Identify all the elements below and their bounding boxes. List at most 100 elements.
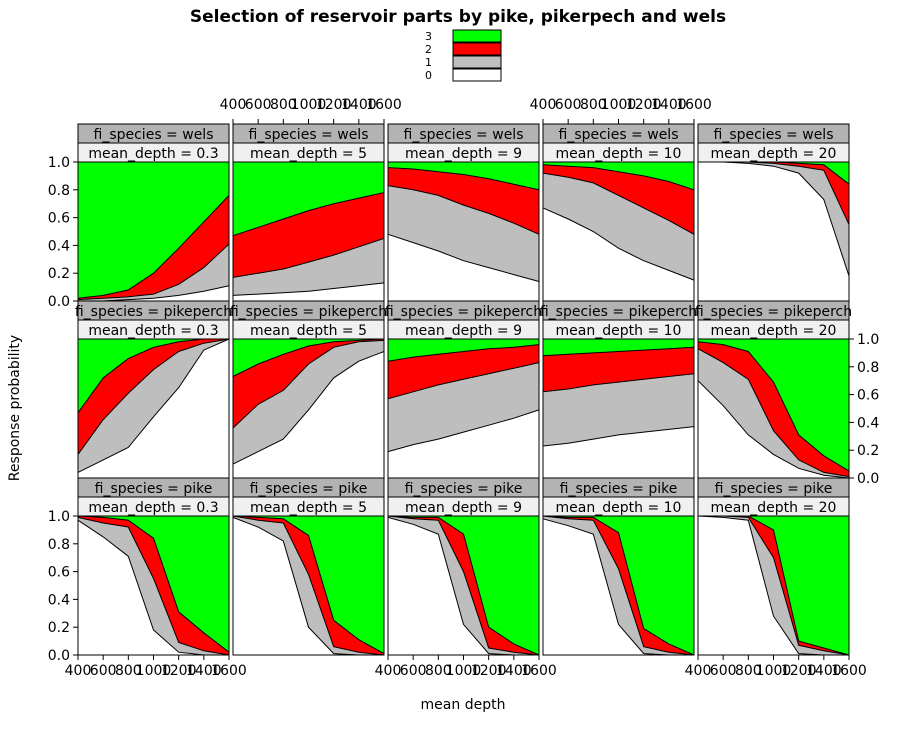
x-tick-label: 1000 bbox=[136, 663, 172, 679]
legend-label-3: 3 bbox=[425, 30, 432, 43]
boundary-line-1 bbox=[542, 426, 695, 447]
y-tick-label: 0.6 bbox=[48, 565, 70, 581]
chart-title: Selection of reservoir parts by pike, pi… bbox=[190, 7, 726, 27]
x-tick-label: 1600 bbox=[521, 663, 557, 679]
area-band-2 bbox=[78, 195, 229, 300]
strip-depth-label: mean_depth = 0.3 bbox=[88, 146, 218, 162]
y-tick-label: 0.4 bbox=[48, 238, 70, 254]
strip-species-label: fi_species = pike bbox=[715, 481, 833, 497]
panel-wels-4: fi_species = wels mean_depth = 20 bbox=[697, 123, 850, 302]
area-band-3 bbox=[698, 516, 849, 655]
boundary-line-3 bbox=[542, 346, 695, 357]
x-tick-label: 1000 bbox=[291, 97, 327, 113]
strip-depth bbox=[542, 496, 695, 517]
y-tick-label: 0.8 bbox=[48, 183, 70, 199]
boundary-line-1 bbox=[232, 282, 385, 296]
strip-depth-label: mean_depth = 9 bbox=[405, 323, 522, 339]
area-band-3 bbox=[698, 339, 849, 472]
x-tick-label: 600 bbox=[710, 663, 737, 679]
y-tick-label: 0.8 bbox=[857, 360, 879, 376]
strip-species-label: fi_species = pike bbox=[95, 481, 213, 497]
strip-depth-label: mean_depth = 5 bbox=[250, 323, 367, 339]
strip-depth bbox=[697, 319, 850, 340]
legend-label-2: 2 bbox=[425, 43, 432, 56]
x-tick-label: 400 bbox=[65, 663, 92, 679]
panel-pike-3: fi_species = pike mean_depth = 10 bbox=[542, 477, 695, 656]
legend-swatch-3 bbox=[452, 29, 502, 43]
panel-pike-2: fi_species = pike mean_depth = 9 bbox=[387, 477, 540, 656]
area-band-3 bbox=[388, 162, 539, 190]
area-band-2 bbox=[233, 192, 384, 278]
boundary-line-2 bbox=[542, 373, 695, 393]
area-band-2 bbox=[233, 339, 384, 428]
area-band-3 bbox=[543, 162, 694, 190]
boundary-line-1 bbox=[387, 409, 540, 453]
area-band-1 bbox=[233, 238, 384, 296]
strip-depth-label: mean_depth = 10 bbox=[556, 323, 682, 339]
panel-pike-0: fi_species = pike mean_depth = 0.3 bbox=[77, 477, 230, 656]
area-band-3 bbox=[233, 339, 384, 377]
x-tick-label: 400 bbox=[530, 97, 557, 113]
x-tick-label: 400 bbox=[685, 663, 712, 679]
strip-depth-label: mean_depth = 9 bbox=[405, 500, 522, 516]
boundary-line-2 bbox=[387, 515, 540, 656]
panel-wels-2: fi_species = wels mean_depth = 9 bbox=[387, 123, 540, 302]
x-axis-label: mean depth bbox=[421, 697, 506, 713]
boundary-line-2 bbox=[232, 237, 385, 278]
boundary-line-3 bbox=[232, 515, 385, 655]
strip-species-label: fi_species = pike bbox=[250, 481, 368, 497]
x-tick-label: 1200 bbox=[626, 97, 662, 113]
y-tick-label: 1.0 bbox=[48, 509, 70, 525]
boundary-line-2 bbox=[77, 243, 230, 301]
y-axis-label: Response probability bbox=[7, 335, 23, 481]
strip-species-label: fi_species = pikeperch bbox=[230, 304, 387, 320]
area-band-2 bbox=[78, 339, 229, 455]
boundary-line-2 bbox=[697, 348, 850, 478]
strip-depth-label: mean_depth = 5 bbox=[250, 146, 367, 162]
strip-depth bbox=[542, 319, 695, 340]
x-tick-label: 600 bbox=[90, 663, 117, 679]
area-band-3 bbox=[78, 339, 229, 413]
boundary-line-2 bbox=[542, 515, 695, 656]
legend-label-0: 0 bbox=[425, 69, 432, 82]
legend-swatch-1 bbox=[452, 55, 502, 69]
area-band-3 bbox=[543, 516, 694, 655]
area-band-3 bbox=[698, 162, 849, 185]
area-band-3 bbox=[78, 516, 229, 653]
strip-species-label: fi_species = pikeperch bbox=[540, 304, 697, 320]
boundary-line-2 bbox=[542, 172, 695, 235]
strip-depth bbox=[697, 142, 850, 163]
x-tick-label: 1600 bbox=[211, 663, 247, 679]
strip-depth bbox=[77, 319, 230, 340]
area-band-2 bbox=[388, 344, 539, 399]
area-band-1 bbox=[543, 516, 694, 655]
boundary-line-3 bbox=[77, 515, 230, 653]
area-band-1 bbox=[78, 339, 229, 473]
x-tick-label: 400 bbox=[220, 97, 247, 113]
strip-depth bbox=[77, 142, 230, 163]
y-tick-label: 1.0 bbox=[48, 155, 70, 171]
area-band-3 bbox=[233, 162, 384, 236]
area-band-2 bbox=[543, 347, 694, 392]
strip-depth bbox=[232, 142, 385, 163]
panel-wels-3: fi_species = wels mean_depth = 10 bbox=[542, 123, 695, 302]
strip-depth bbox=[387, 496, 540, 517]
boundary-line-3 bbox=[387, 344, 540, 362]
area-band-1 bbox=[388, 516, 539, 655]
legend-swatch-2 bbox=[452, 42, 502, 56]
area-band-2 bbox=[388, 167, 539, 235]
strip-species-label: fi_species = pikeperch bbox=[695, 304, 852, 320]
x-tick-label: 600 bbox=[555, 97, 582, 113]
boundary-line-2 bbox=[387, 362, 540, 400]
area-band-1 bbox=[78, 517, 229, 655]
boundary-line-2 bbox=[77, 338, 230, 455]
area-band-1 bbox=[388, 185, 539, 282]
axes: 0.0 0.2 0.4 0.6 0.8 1.0 0.0 0.2 0.4 0.6 0.8 1.0 0.0 0… bbox=[48, 97, 880, 679]
boundary-line-1 bbox=[697, 380, 850, 479]
boundary-line-1 bbox=[77, 338, 230, 473]
boundary-line-2 bbox=[387, 185, 540, 235]
area-band-1 bbox=[543, 173, 694, 281]
y-tick-label: 0.0 bbox=[48, 294, 70, 310]
